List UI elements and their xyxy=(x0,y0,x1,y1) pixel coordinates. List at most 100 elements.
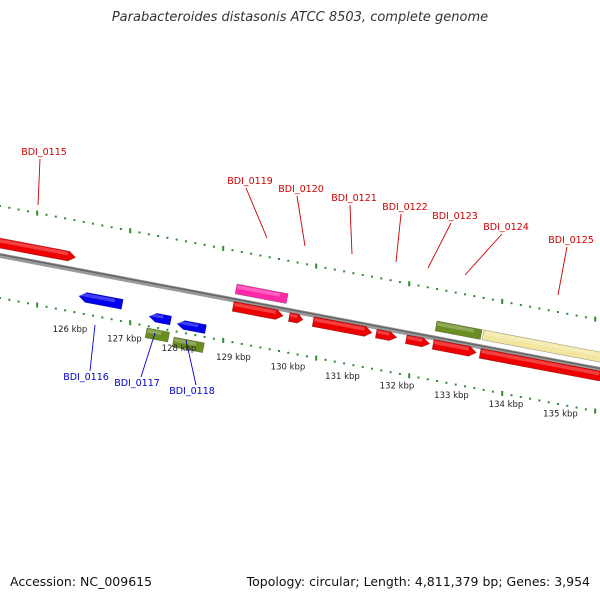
minor-tick xyxy=(240,342,243,345)
major-tick xyxy=(594,408,597,414)
minor-tick xyxy=(194,242,197,245)
gene-BDI_0119 xyxy=(234,283,289,304)
gene-BDI_0118 xyxy=(171,336,205,354)
minor-tick xyxy=(482,388,485,391)
minor-tick xyxy=(417,284,420,287)
gene-BDI_0115-shape xyxy=(0,235,77,262)
major-tick xyxy=(594,316,597,322)
minor-tick xyxy=(426,286,429,289)
minor-tick xyxy=(166,236,169,239)
gene-BDI_0124-a-shape xyxy=(434,320,483,340)
minor-tick xyxy=(575,406,578,409)
minor-tick xyxy=(445,381,448,384)
minor-tick xyxy=(473,387,476,390)
outer-tick-ring xyxy=(0,205,597,322)
minor-tick xyxy=(557,403,559,406)
gene-BDI_0116-shape xyxy=(78,292,124,310)
gene-BDI_0121 xyxy=(311,316,373,337)
minor-tick xyxy=(212,245,215,248)
leader-BDI_0125 xyxy=(557,246,568,296)
genome-summary-text: Topology: circular; Length: 4,811,379 bp… xyxy=(246,574,590,589)
minor-tick xyxy=(436,288,439,291)
ruler-label: 131 kbp xyxy=(325,372,360,382)
gene-label-BDI_0116: BDI_0116 xyxy=(63,372,109,383)
feature-track xyxy=(0,235,600,382)
minor-tick xyxy=(250,252,253,255)
minor-tick xyxy=(380,277,383,280)
gene-BDI_0116-highlight xyxy=(80,292,116,303)
gene-BDI_0117-b-highlight xyxy=(178,320,199,328)
minor-tick xyxy=(361,365,364,368)
gene-BDI_0122 xyxy=(374,328,398,341)
minor-tick xyxy=(17,208,20,211)
gene-BDI_0115 xyxy=(0,235,77,262)
minor-tick xyxy=(464,385,466,388)
minor-tick xyxy=(296,353,299,356)
major-tick xyxy=(315,263,318,269)
major-tick xyxy=(129,320,132,326)
gene-BDI_0124-b xyxy=(431,339,477,357)
minor-tick xyxy=(231,249,234,252)
minor-tick xyxy=(529,305,532,308)
minor-tick xyxy=(389,371,392,374)
minor-tick xyxy=(175,238,178,241)
minor-tick xyxy=(101,224,104,227)
minor-tick xyxy=(333,268,336,271)
gene-BDI_0119-shape xyxy=(234,283,289,304)
gene-label-BDI_0123: BDI_0123 xyxy=(432,211,478,222)
ruler-label: 135 kbp xyxy=(543,410,578,420)
minor-tick xyxy=(398,372,401,375)
minor-tick xyxy=(278,258,280,261)
minor-tick xyxy=(566,404,569,407)
major-tick xyxy=(408,281,411,287)
leader-BDI_0124 xyxy=(464,233,503,276)
minor-tick xyxy=(92,314,94,317)
minor-tick xyxy=(166,328,169,331)
gene-label-BDI_0121: BDI_0121 xyxy=(331,193,377,204)
gene-BDI_0120-a xyxy=(231,301,284,320)
gene-BDI_0125-b xyxy=(478,348,600,382)
minor-tick xyxy=(0,205,1,207)
minor-tick xyxy=(538,307,541,310)
minor-tick xyxy=(491,390,494,393)
minor-tick xyxy=(398,280,401,283)
ruler-label: 134 kbp xyxy=(489,400,524,410)
minor-tick xyxy=(175,330,178,333)
minor-tick xyxy=(343,270,346,273)
minor-tick xyxy=(212,337,215,340)
gene-BDI_0120-a-highlight xyxy=(234,302,277,314)
leader-BDI_0121 xyxy=(349,204,353,255)
minor-tick xyxy=(147,325,150,328)
gene-BDI_0124-a-highlight xyxy=(437,322,475,333)
minor-tick xyxy=(268,256,271,259)
minor-tick xyxy=(305,355,308,358)
minor-tick xyxy=(324,358,327,361)
major-tick xyxy=(315,355,318,361)
gene-BDI_0124-b-shape xyxy=(431,339,477,357)
gene-BDI_0123-highlight xyxy=(407,335,423,342)
minor-tick xyxy=(119,319,122,322)
gene-BDI_0120-b xyxy=(287,312,304,324)
minor-tick xyxy=(54,215,57,218)
minor-tick xyxy=(482,296,485,299)
minor-tick xyxy=(138,231,141,234)
minor-tick xyxy=(454,383,457,386)
minor-tick xyxy=(287,259,290,262)
gene-BDI_0121-highlight xyxy=(314,317,365,331)
gene-BDI_0120-b-shape xyxy=(287,312,304,324)
gene-BDI_0117-b xyxy=(176,320,207,334)
minor-tick xyxy=(73,311,76,314)
ruler-labels: 126 kbp 127 kbp 128 kbp 129 kbp 130 kbp 131 k… xyxy=(53,325,578,420)
gene-label-BDI_0122: BDI_0122 xyxy=(382,202,428,213)
gene-BDI_0117-a-highlight xyxy=(150,313,164,319)
minor-tick xyxy=(417,376,420,379)
minor-tick xyxy=(45,305,48,308)
minor-tick xyxy=(92,222,94,225)
major-tick xyxy=(408,373,411,379)
minor-tick xyxy=(491,298,494,301)
gene-label-BDI_0120: BDI_0120 xyxy=(278,184,324,195)
minor-tick xyxy=(157,327,160,330)
accession-text: Accession: NC_009615 xyxy=(10,574,153,589)
minor-tick xyxy=(73,219,76,222)
